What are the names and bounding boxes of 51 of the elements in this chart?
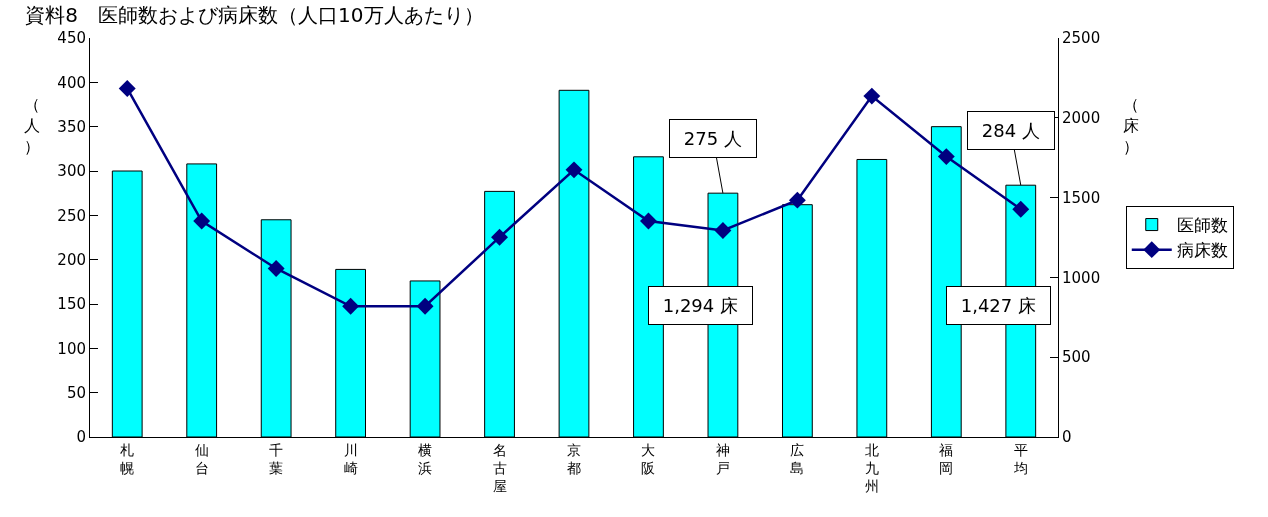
point bbox=[640, 212, 657, 230]
y-tick-label: 150 bbox=[57, 295, 86, 314]
point bbox=[193, 212, 211, 230]
x-tick-label: 横浜 bbox=[418, 441, 433, 476]
y-axis-title: （人） bbox=[24, 95, 40, 156]
point bbox=[491, 228, 508, 246]
chart-title: 資料8 医師数および病床数（人口10万人あたり） bbox=[25, 2, 484, 27]
y2-tick-label: 1500 bbox=[1062, 188, 1101, 207]
annotation: 1,427 床 bbox=[955, 295, 1042, 316]
y-tick-label: 450 bbox=[57, 29, 86, 48]
point bbox=[565, 161, 583, 179]
x-tick-label: 仙台 bbox=[194, 441, 209, 476]
point bbox=[267, 260, 285, 277]
point bbox=[1012, 200, 1030, 218]
x-tick-label: 広島 bbox=[790, 441, 805, 476]
y-tick-label: 200 bbox=[57, 250, 86, 269]
legend-label: 病床数 bbox=[1176, 240, 1228, 261]
x-tick-label: 平均 bbox=[1012, 441, 1028, 476]
legend-label: 医師数 bbox=[1176, 215, 1228, 236]
annotation: 284 人 bbox=[976, 120, 1046, 141]
point bbox=[118, 79, 136, 97]
y-tick-label: 300 bbox=[57, 162, 86, 181]
y-tick-label: 100 bbox=[57, 339, 86, 358]
point bbox=[714, 222, 732, 239]
x-tick-label: 神戸 bbox=[715, 441, 730, 476]
x-tick-label: 大阪 bbox=[641, 441, 656, 476]
point bbox=[342, 297, 360, 315]
x-tick-label: 名古屋 bbox=[492, 441, 507, 495]
y-tick-label: 350 bbox=[57, 117, 86, 136]
point bbox=[416, 297, 434, 315]
y2-tick-label: 0 bbox=[1062, 428, 1072, 447]
x-tick-label: 札幌 bbox=[120, 441, 135, 476]
y-tick-label: 400 bbox=[57, 73, 86, 92]
point bbox=[788, 191, 806, 209]
y2-tick-label: 2000 bbox=[1062, 109, 1101, 128]
y2-tick-label: 2500 bbox=[1062, 29, 1101, 48]
point bbox=[937, 148, 955, 166]
annotation: 275 人 bbox=[678, 128, 748, 149]
y2-tick-label: 1000 bbox=[1062, 268, 1101, 287]
x-tick-label: 福岡 bbox=[939, 441, 954, 476]
annotation: 1,294 床 bbox=[657, 295, 744, 316]
x-tick-label: 京都 bbox=[567, 441, 581, 476]
y-tick-label: 50 bbox=[66, 383, 86, 402]
y-tick-label: 250 bbox=[57, 206, 86, 225]
y2-tick-label: 500 bbox=[1062, 348, 1091, 367]
x-tick-label: 北九州 bbox=[864, 441, 879, 495]
y-tick-label: 0 bbox=[76, 428, 86, 447]
x-tick-label: 千葉 bbox=[269, 441, 284, 476]
point bbox=[863, 87, 881, 105]
y2-axis-title: （床） bbox=[1123, 95, 1139, 156]
x-tick-label: 川崎 bbox=[343, 441, 358, 476]
